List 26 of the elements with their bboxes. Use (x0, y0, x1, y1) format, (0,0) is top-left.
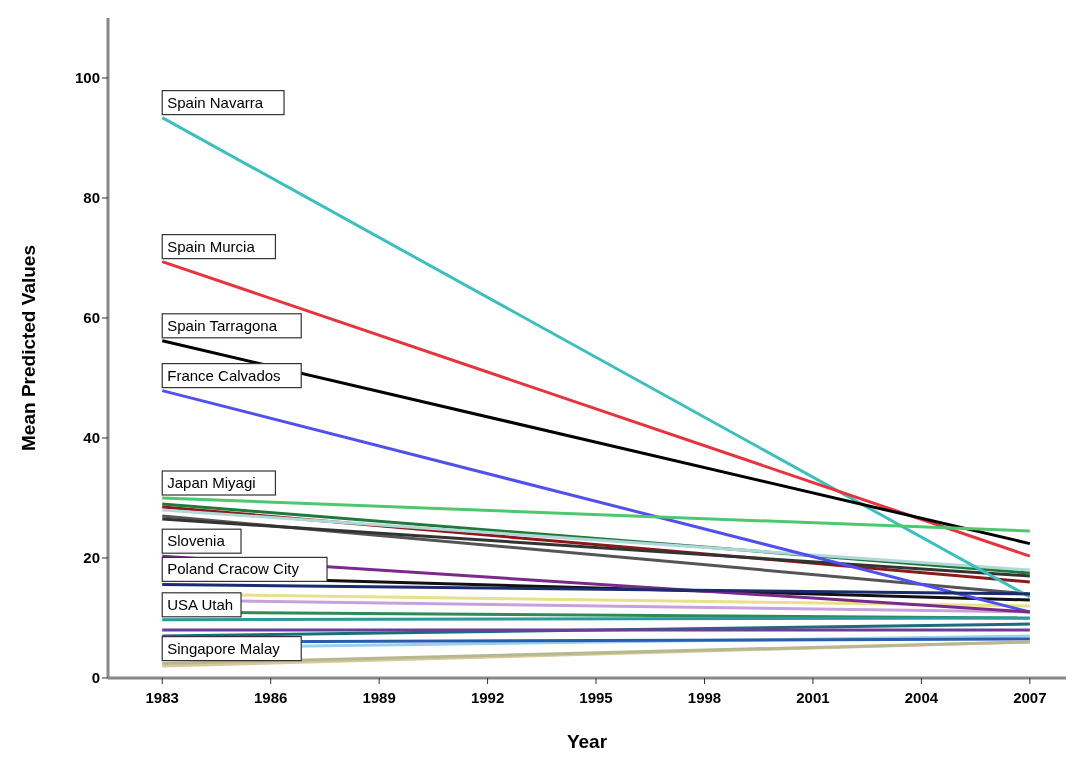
series-label: Spain Murcia (167, 237, 256, 255)
x-tick-label: 1986 (253, 688, 288, 706)
x-tick-label: 2007 (1013, 688, 1047, 706)
x-axis-title: Year (566, 731, 608, 752)
y-tick-label: 0 (91, 669, 100, 687)
y-axis-title: Mean Predicted Values (17, 245, 39, 451)
y-tick-label: 40 (83, 429, 100, 447)
x-tick-label: 1995 (579, 688, 613, 706)
y-tick-label: 60 (83, 309, 100, 327)
x-tick-label: 2004 (904, 688, 939, 706)
series-label: Singapore Malay (167, 639, 281, 657)
series-label: Spain Tarragona (167, 316, 278, 334)
series-label: France Calvados (167, 366, 281, 384)
y-tick-label: 80 (83, 189, 100, 207)
series-label: Japan Miyagi (167, 474, 256, 491)
x-tick-label: 1989 (362, 688, 396, 706)
x-tick-label: 1998 (687, 688, 722, 706)
x-tick-label: 1992 (470, 688, 505, 706)
series-label: USA Utah (167, 595, 234, 613)
x-tick-label: 1983 (145, 688, 179, 706)
series-label: Poland Cracow City (167, 560, 300, 578)
x-tick-label: 2001 (796, 688, 830, 706)
series-label: Spain Navarra (167, 93, 264, 111)
series-label: Slovenia (167, 532, 226, 550)
y-tick-label: 20 (83, 549, 100, 567)
y-tick-label: 100 (74, 69, 100, 87)
